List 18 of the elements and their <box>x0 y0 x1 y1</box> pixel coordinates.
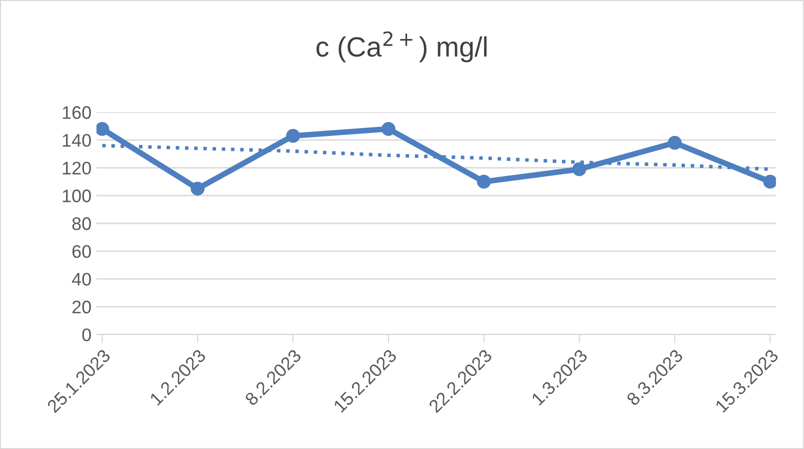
y-tick-label: 20 <box>72 300 91 314</box>
point <box>96 122 110 136</box>
point <box>668 136 682 150</box>
y-tick-label: 120 <box>62 162 91 175</box>
point <box>476 174 491 189</box>
point <box>190 182 205 196</box>
y-tick-label: 0 <box>82 328 91 342</box>
y-tick-label: 40 <box>72 272 91 286</box>
point <box>382 122 396 136</box>
point <box>286 128 300 143</box>
y-tick-label: 80 <box>72 217 91 230</box>
y-tick-label: 100 <box>62 190 91 202</box>
point <box>763 174 776 189</box>
chart-title: c (Ca$^{2+}$) mg/l <box>316 31 487 62</box>
y-tick-label: 140 <box>62 134 91 147</box>
y-tick-label: 60 <box>72 245 91 258</box>
point <box>572 162 586 176</box>
y-tick-label: 160 <box>62 106 91 119</box>
